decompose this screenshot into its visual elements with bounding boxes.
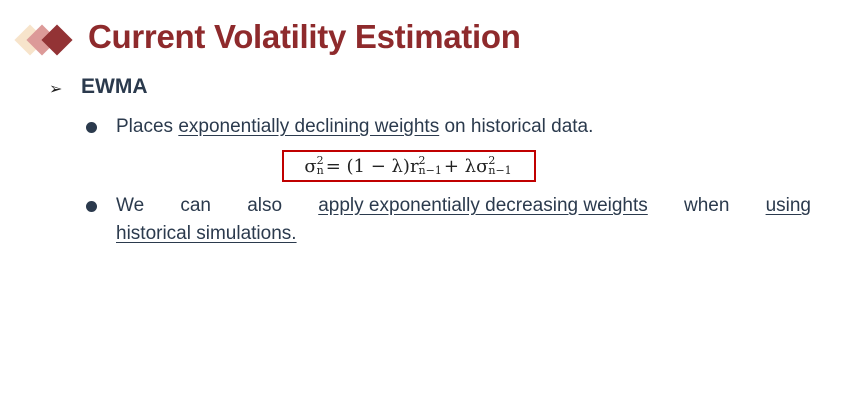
underlined-phrase: exponentially declining weights [178,116,440,137]
bullet-icon [86,201,97,212]
bullet-icon [86,122,97,133]
heading-ewma: EWMA [81,75,148,98]
slide-title: Current Volatility Estimation [88,18,521,55]
arrowhead-bullet-icon: ➢ [49,79,63,98]
bullet-text-2: We can also apply exponentially decreasing … [116,195,811,244]
bullet-text-1: Places exponentially declining weights o… [116,116,594,137]
